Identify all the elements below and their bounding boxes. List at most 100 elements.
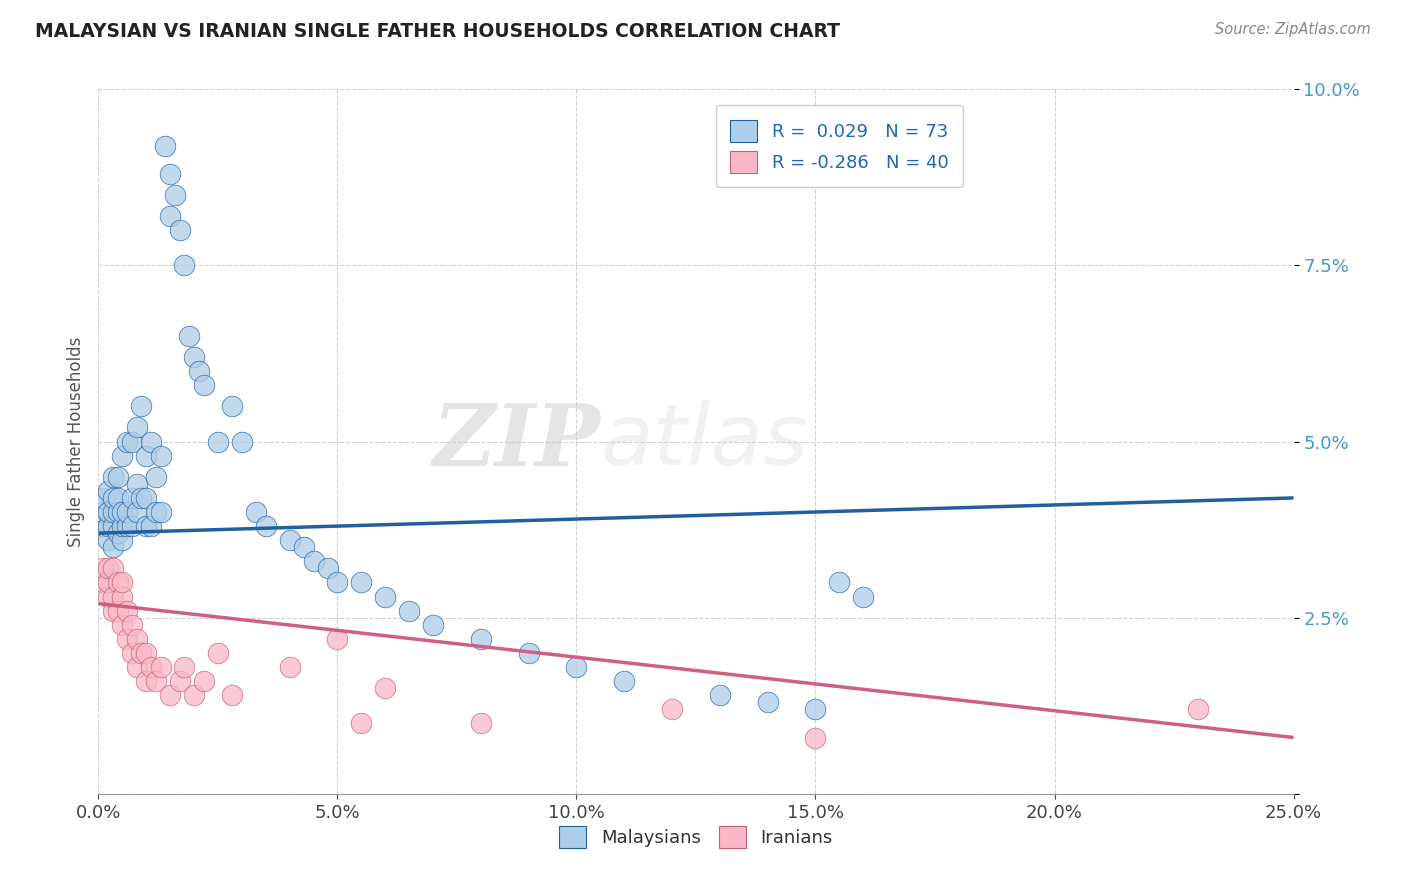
Point: [97, 590, 120, 604]
Point: [101, 505, 124, 519]
Point: [107, 469, 129, 483]
Point: [121, 491, 143, 505]
Point: [302, 554, 325, 568]
Point: [115, 505, 138, 519]
Point: [316, 561, 339, 575]
Point: [135, 491, 157, 505]
Point: [187, 364, 209, 378]
Point: [173, 258, 195, 272]
Point: [111, 505, 134, 519]
Point: [121, 646, 143, 660]
Point: [115, 604, 138, 618]
Point: [107, 604, 129, 618]
Point: [374, 681, 396, 696]
Point: [193, 674, 215, 689]
Point: [101, 590, 124, 604]
Point: [125, 505, 148, 519]
Point: [470, 632, 492, 646]
Point: [125, 420, 148, 434]
Point: [125, 632, 148, 646]
Point: [97, 505, 120, 519]
Point: [111, 590, 134, 604]
Point: [145, 505, 167, 519]
Point: [121, 617, 143, 632]
Point: [292, 540, 315, 554]
Point: [145, 674, 167, 689]
Point: [159, 209, 181, 223]
Point: [107, 491, 129, 505]
Text: MALAYSIAN VS IRANIAN SINGLE FATHER HOUSEHOLDS CORRELATION CHART: MALAYSIAN VS IRANIAN SINGLE FATHER HOUSE…: [35, 22, 841, 41]
Point: [221, 688, 243, 702]
Point: [149, 660, 172, 674]
Point: [121, 519, 143, 533]
Point: [145, 469, 167, 483]
Point: [115, 434, 138, 449]
Point: [207, 646, 229, 660]
Point: [350, 716, 373, 731]
Point: [125, 660, 148, 674]
Point: [111, 449, 134, 463]
Point: [135, 646, 157, 660]
Point: [115, 519, 138, 533]
Point: [278, 533, 301, 548]
Point: [221, 399, 243, 413]
Point: [97, 483, 120, 498]
Point: [756, 695, 779, 709]
Point: [245, 505, 267, 519]
Point: [183, 688, 205, 702]
Point: [101, 604, 124, 618]
Point: [326, 575, 349, 590]
Point: [135, 674, 157, 689]
Point: [326, 632, 349, 646]
Point: [183, 350, 205, 364]
Point: [149, 449, 172, 463]
Point: [101, 491, 124, 505]
Point: [613, 674, 636, 689]
Point: [661, 702, 683, 716]
Point: [131, 399, 153, 413]
Point: [125, 476, 148, 491]
Point: [97, 533, 120, 548]
Legend: Malaysians, Iranians: Malaysians, Iranians: [553, 819, 839, 855]
Point: [159, 688, 181, 702]
Point: [852, 590, 875, 604]
Point: [115, 632, 138, 646]
Point: [1187, 702, 1209, 716]
Point: [101, 561, 124, 575]
Point: [97, 561, 120, 575]
Point: [159, 167, 181, 181]
Point: [107, 505, 129, 519]
Point: [804, 731, 827, 745]
Point: [565, 660, 588, 674]
Point: [804, 702, 827, 716]
Text: atlas: atlas: [600, 400, 808, 483]
Point: [173, 660, 195, 674]
Point: [111, 533, 134, 548]
Point: [350, 575, 373, 590]
Point: [231, 434, 253, 449]
Point: [193, 378, 215, 392]
Point: [278, 660, 301, 674]
Y-axis label: Single Father Households: Single Father Households: [66, 336, 84, 547]
Point: [131, 646, 153, 660]
Point: [207, 434, 229, 449]
Point: [179, 328, 201, 343]
Point: [111, 575, 134, 590]
Point: [91, 491, 114, 505]
Point: [163, 187, 186, 202]
Point: [111, 519, 134, 533]
Point: [101, 519, 124, 533]
Point: [374, 590, 396, 604]
Point: [169, 674, 191, 689]
Point: [828, 575, 851, 590]
Point: [91, 519, 114, 533]
Point: [131, 491, 153, 505]
Point: [97, 519, 120, 533]
Point: [517, 646, 540, 660]
Text: ZIP: ZIP: [433, 400, 600, 483]
Point: [709, 688, 731, 702]
Point: [139, 519, 162, 533]
Point: [111, 617, 134, 632]
Point: [149, 505, 172, 519]
Point: [121, 434, 143, 449]
